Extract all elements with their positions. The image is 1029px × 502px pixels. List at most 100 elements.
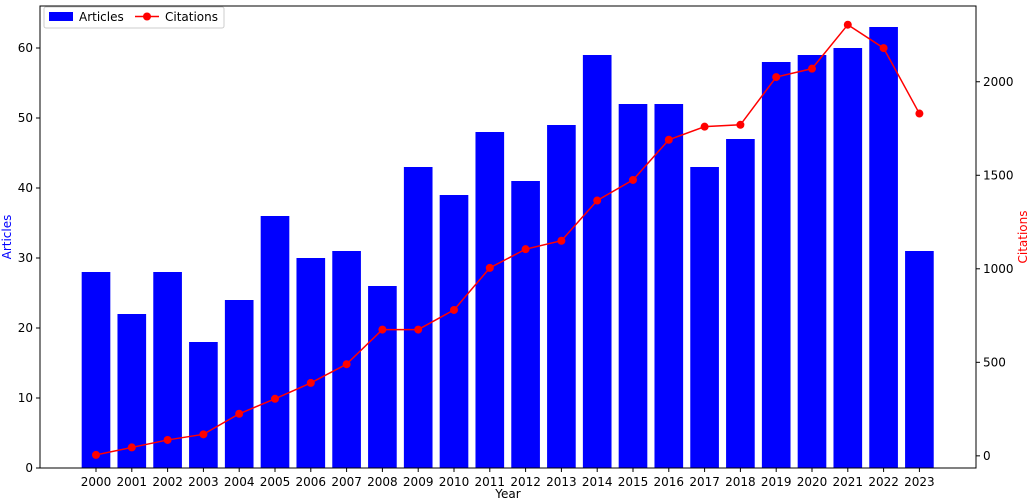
point-citations-2015 [629,175,637,184]
bar-articles-2009 [403,167,433,468]
left-y-tick-label: 50 [18,111,33,125]
x-tick-label: 2008 [367,475,398,489]
point-citations-2005 [271,394,279,403]
legend-citations-label: Citations [165,10,218,24]
x-tick-label: 2021 [833,475,864,489]
point-citations-2007 [342,360,351,369]
bar-articles-2021 [833,48,863,468]
point-citations-2008 [378,325,387,334]
x-tick-label: 2006 [296,475,327,489]
x-tick-label: 2015 [618,475,649,489]
point-citations-2014 [593,196,602,205]
point-citations-2004 [235,409,244,418]
bar-articles-2023 [905,251,934,468]
point-citations-2020 [808,64,816,73]
point-citations-2017 [700,122,709,131]
legend-articles-swatch [49,12,73,21]
x-tick-label: 2020 [797,475,828,489]
point-citations-2006 [306,378,315,387]
point-citations-2016 [664,135,673,144]
right-y-tick-label: 1500 [983,168,1014,182]
bar-articles-2000 [81,272,111,468]
x-tick-label: 2009 [403,475,434,489]
x-tick-label: 2022 [868,475,899,489]
x-tick-label: 2003 [188,475,219,489]
left-y-tick-label: 30 [18,251,33,265]
x-tick-label: 2023 [904,475,935,489]
left-y-tick-label: 40 [18,181,33,195]
x-tick-label: 2014 [582,475,613,489]
x-tick-label: 2005 [260,475,291,489]
x-tick-label: 2007 [331,475,362,489]
bar-articles-2002 [153,272,182,468]
point-citations-2011 [485,263,494,272]
left-y-axis: 0 10 20 30 40 50 60 [18,41,40,475]
x-tick-label: 2000 [81,475,112,489]
x-tick-label: 2010 [439,475,470,489]
bar-articles-2017 [690,167,719,468]
point-citations-2009 [414,325,423,334]
legend-box [43,6,225,29]
bars-layer [81,27,934,468]
bar-articles-2001 [117,314,147,468]
point-citations-2002 [163,435,172,444]
bar-articles-2020 [797,55,827,468]
right-y-axis: 0 500 1000 1500 2000 [976,75,1014,463]
right-y-tick-label: 500 [983,355,1006,369]
bar-articles-2004 [224,300,254,468]
x-axis: 2000 2001 2002 2003 2004 2005 2006 2007 2008 2009… [81,468,935,489]
left-y-axis-label: Articles [0,215,14,260]
point-citations-2010 [450,305,458,314]
x-tick-label: 2017 [689,475,720,489]
bar-articles-2013 [547,125,576,468]
right-y-tick-label: 0 [983,449,991,463]
point-citations-2012 [521,245,530,254]
bar-articles-2003 [189,342,218,468]
plot-frame [39,5,977,469]
legend-citations-marker [143,12,151,21]
point-citations-2021 [843,20,852,29]
left-y-tick-label: 20 [18,321,33,335]
point-citations-2022 [879,44,888,53]
citations-line-layer [92,20,924,459]
x-tick-label: 2019 [761,475,792,489]
x-tick-label: 2013 [546,475,577,489]
point-citations-2003 [199,430,208,439]
bar-articles-2016 [654,104,684,468]
bar-articles-2010 [439,195,469,468]
point-citations-2019 [772,73,781,82]
x-tick-label: 2011 [475,475,506,489]
legend-articles-label: Articles [79,10,124,24]
point-citations-2018 [736,120,745,129]
right-y-axis-label: Citations [1016,210,1029,263]
bar-articles-2007 [332,251,361,468]
point-citations-2001 [127,443,136,452]
bar-articles-2005 [260,216,290,468]
legend: Articles Citations [43,6,225,29]
bar-articles-2006 [296,258,326,468]
point-citations-2023 [915,109,924,118]
left-y-tick-label: 10 [18,391,33,405]
x-tick-label: 2001 [117,475,148,489]
citations-line [95,23,921,456]
x-tick-label: 2018 [725,475,756,489]
right-y-tick-label: 1000 [983,262,1014,276]
x-tick-label: 2002 [152,475,183,489]
bar-articles-2008 [368,286,397,468]
x-tick-label: 2016 [654,475,685,489]
x-tick-label: 2004 [224,475,255,489]
x-tick-label: 2012 [510,475,541,489]
bar-articles-2014 [582,55,612,468]
left-y-tick-label: 60 [18,41,33,55]
bar-articles-2022 [869,27,898,468]
bar-articles-2019 [761,62,791,468]
x-axis-label: Year [494,487,520,501]
point-citations-2013 [557,236,566,245]
bar-articles-2011 [475,132,505,468]
point-citations-2000 [92,450,100,459]
bar-articles-2018 [726,139,755,468]
right-y-tick-label: 2000 [983,75,1014,89]
left-y-tick-label: 0 [25,461,33,475]
bar-articles-2015 [618,104,648,468]
